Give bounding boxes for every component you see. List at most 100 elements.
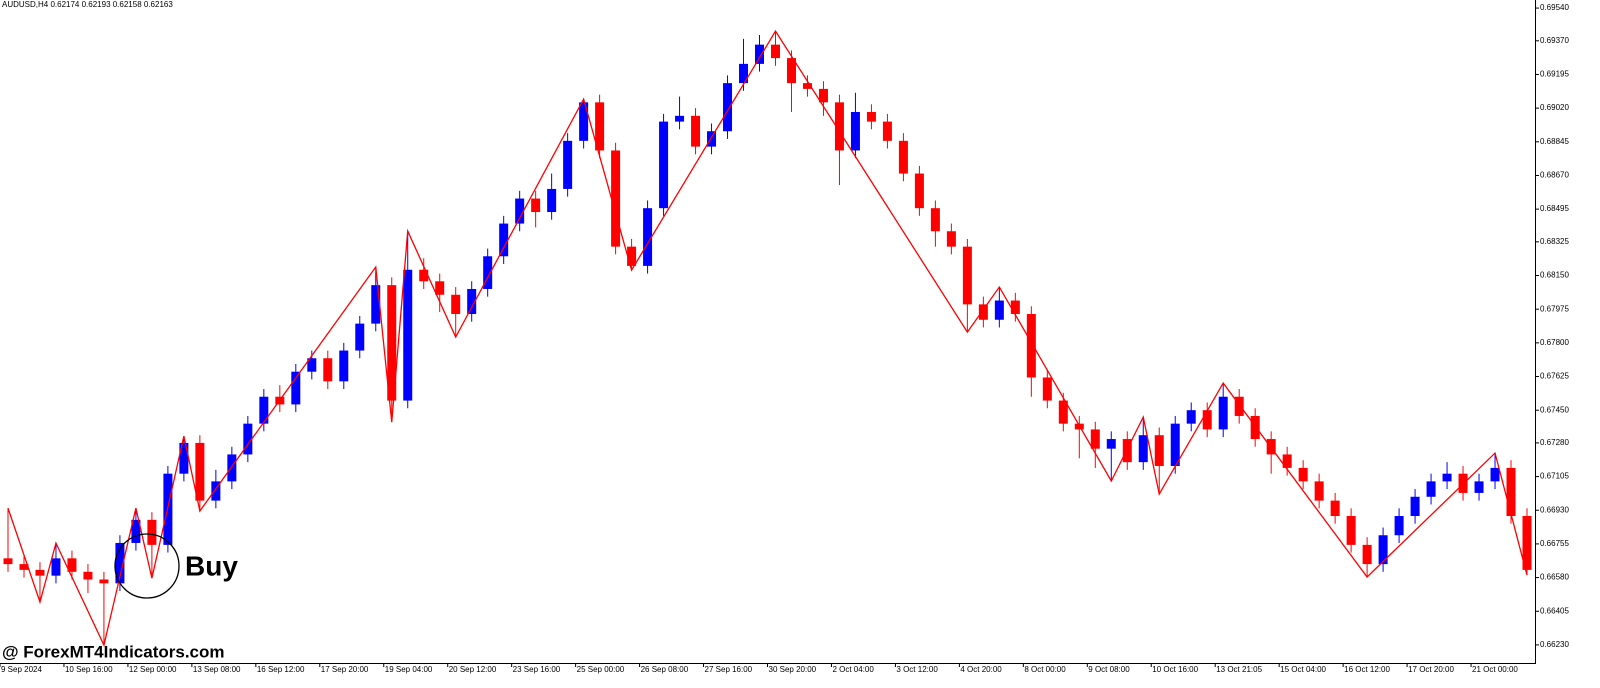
candle-body: [707, 131, 717, 147]
y-tick-label: 0.67450: [1540, 405, 1569, 414]
y-tick-label: 0.66755: [1540, 539, 1569, 548]
x-tick-label: 9 Oct 08:00: [1088, 665, 1130, 674]
x-tick-label: 12 Sep 00:00: [129, 665, 177, 674]
candle-body: [850, 111, 860, 151]
candle-body: [675, 115, 685, 122]
candle-body: [1362, 544, 1372, 565]
y-tick-label: 0.67625: [1540, 372, 1569, 381]
candle-body: [1170, 423, 1180, 466]
y-tick-label: 0.66930: [1540, 505, 1569, 514]
candle-body: [483, 256, 493, 289]
candle-body: [227, 454, 237, 482]
candle-body: [1250, 415, 1260, 440]
candle-body: [1090, 429, 1100, 449]
candle-body: [1442, 473, 1452, 482]
candle-body: [435, 281, 445, 295]
y-tick-label: 0.67975: [1540, 304, 1569, 313]
candle-body: [1426, 481, 1436, 497]
candle-body: [1346, 516, 1356, 545]
candle-body: [499, 223, 509, 257]
candle-body: [67, 558, 77, 572]
candle-body: [1506, 467, 1516, 517]
candle-body: [994, 300, 1004, 320]
candle-body: [1042, 377, 1052, 401]
candle-body: [83, 571, 93, 580]
x-tick-label: 13 Oct 21:05: [1216, 665, 1262, 674]
x-tick-label: 15 Oct 04:00: [1280, 665, 1326, 674]
candle-body: [1298, 467, 1308, 482]
candle-body: [563, 140, 573, 189]
candle-body: [211, 481, 221, 501]
candle-body: [467, 288, 477, 314]
candle-body: [1234, 396, 1244, 416]
candle-body: [1490, 467, 1500, 482]
x-tick-label: 17 Sep 20:00: [321, 665, 369, 674]
candle-body: [323, 358, 333, 382]
candle-body: [739, 63, 749, 84]
candle-body: [19, 564, 29, 570]
x-tick-label: 20 Sep 12:00: [449, 665, 497, 674]
candle-body: [755, 44, 765, 64]
y-tick-label: 0.68495: [1540, 204, 1569, 213]
candle-body: [611, 150, 621, 247]
candle-body: [387, 285, 397, 401]
candle-body: [1010, 300, 1020, 314]
candle-body: [898, 140, 908, 174]
x-tick-label: 21 Oct 00:00: [1472, 665, 1518, 674]
candle-body: [1330, 500, 1340, 517]
y-tick-label: 0.66230: [1540, 640, 1569, 649]
x-tick-label: 23 Sep 16:00: [513, 665, 561, 674]
candle-body: [531, 198, 541, 213]
x-tick-label: 13 Sep 08:00: [193, 665, 241, 674]
x-tick-label: 17 Oct 20:00: [1408, 665, 1454, 674]
x-tick-label: 16 Oct 12:00: [1344, 665, 1390, 674]
candle-body: [515, 198, 525, 224]
candle-body: [403, 269, 413, 401]
candle-body: [882, 121, 892, 141]
zigzag-line: [7, 29, 1528, 648]
candle-body: [946, 231, 956, 247]
candle-body: [978, 304, 988, 320]
candle-body: [866, 111, 876, 122]
candle-body: [3, 558, 13, 565]
y-tick-label: 0.68670: [1540, 171, 1569, 180]
candle-body: [802, 83, 812, 89]
candle-body: [1474, 481, 1484, 493]
candle-body: [1314, 481, 1324, 501]
candle-body: [1218, 396, 1228, 430]
candle-body: [1058, 400, 1068, 424]
y-tick-label: 0.69370: [1540, 36, 1569, 45]
candle-body: [1522, 516, 1532, 570]
buy-circle: [114, 533, 180, 599]
candle-body: [579, 102, 589, 141]
buy-label: Buy: [185, 550, 238, 581]
candle-body: [371, 285, 381, 324]
candle-body: [259, 396, 269, 424]
x-tick-label: 3 Oct 12:00: [896, 665, 938, 674]
candle-body: [1154, 435, 1164, 466]
candle-body: [1026, 313, 1036, 378]
candle-body: [307, 358, 317, 372]
candle-body: [179, 442, 189, 474]
candle-body: [914, 173, 924, 209]
y-tick-label: 0.68845: [1540, 137, 1569, 146]
y-tick-label: 0.68150: [1540, 271, 1569, 280]
candle-body: [1122, 439, 1132, 463]
candle-body: [818, 88, 828, 103]
x-tick-label: 30 Sep 20:00: [769, 665, 817, 674]
x-tick-label: 26 Sep 08:00: [641, 665, 689, 674]
candle-body: [195, 442, 205, 501]
candle-body: [1282, 454, 1292, 468]
x-tick-label: 25 Sep 00:00: [577, 665, 625, 674]
x-tick-label: 10 Sep 16:00: [65, 665, 113, 674]
candle-body: [786, 58, 796, 84]
candle-body: [691, 115, 701, 147]
candle-body: [930, 208, 940, 232]
candle-body: [147, 519, 157, 545]
x-tick-label: 8 Oct 00:00: [1024, 665, 1066, 674]
y-tick-label: 0.69540: [1540, 3, 1569, 12]
candle-body: [1106, 439, 1116, 449]
